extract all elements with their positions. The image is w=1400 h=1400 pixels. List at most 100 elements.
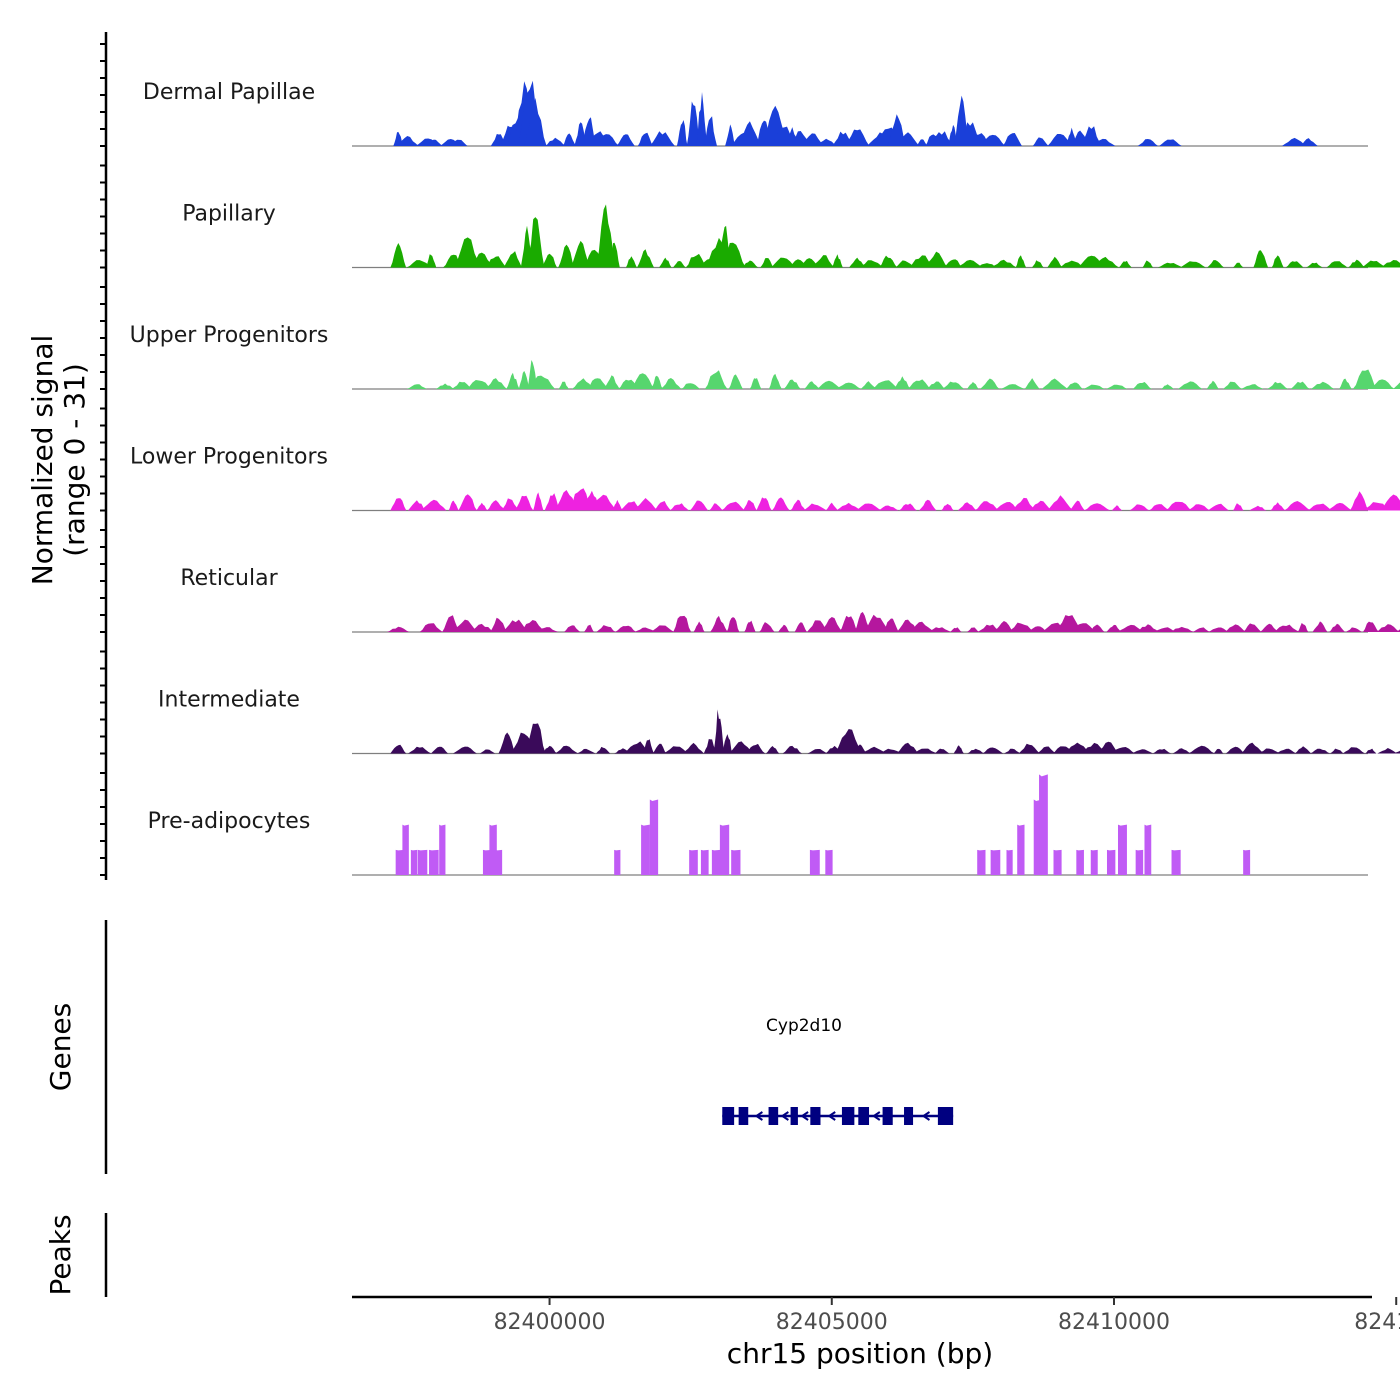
- signal-peak: [634, 627, 657, 632]
- signal-peak: [395, 849, 405, 875]
- signal-peak: [1362, 621, 1379, 632]
- signal-peak: [916, 139, 928, 146]
- coverage-tracks: Dermal Papillae Papillary Upper Progenitor…: [130, 80, 1400, 876]
- track-intermediate: Intermediate: [158, 688, 1400, 755]
- signal-peak: [722, 734, 733, 754]
- strand-arrow: [800, 1111, 809, 1121]
- signal-peak: [919, 499, 937, 511]
- signal-peak: [469, 623, 495, 632]
- signal-peak: [1243, 849, 1251, 875]
- track-reticular: Reticular: [180, 566, 1400, 633]
- signal-peak: [1080, 126, 1103, 146]
- x-tick-label: 82400000: [494, 1310, 606, 1335]
- signal-peak: [728, 374, 743, 389]
- signal-peak: [977, 849, 986, 875]
- gene-exon: [904, 1107, 914, 1125]
- track-label: Lower Progenitors: [130, 445, 328, 470]
- signal-peak: [980, 378, 1000, 389]
- signal-peak: [700, 849, 709, 875]
- signal-peak: [1271, 255, 1284, 268]
- signal-peak: [489, 824, 497, 875]
- signal-peak: [685, 253, 707, 268]
- signal-peak: [390, 243, 407, 268]
- gene-exon: [841, 1107, 855, 1125]
- genes-panel-title: Genes: [44, 1003, 77, 1091]
- signal-peak: [804, 381, 820, 389]
- track-pre-adipocytes: Pre-adipocytes: [148, 774, 1368, 876]
- signal-peak: [990, 849, 1001, 875]
- signal-peak: [1285, 261, 1304, 268]
- signal-peak: [542, 253, 558, 268]
- signal-peak: [485, 256, 507, 268]
- signal-peak: [1053, 849, 1062, 875]
- signal-peak: [704, 370, 728, 389]
- signal-peak: [571, 378, 595, 389]
- signal-peak: [690, 500, 709, 511]
- signal-peak: [458, 494, 478, 511]
- signal-peak: [756, 497, 772, 511]
- signal-peak: [654, 501, 671, 511]
- signal-peak: [649, 799, 659, 875]
- signal-peak: [1031, 260, 1044, 268]
- signal-peak: [1006, 849, 1013, 875]
- signal-peak: [926, 381, 946, 389]
- signal-peak: [743, 500, 757, 511]
- signal-peak: [625, 256, 637, 268]
- track-label: Reticular: [180, 566, 278, 591]
- signal-peak: [731, 849, 741, 875]
- signal-peak: [558, 244, 575, 268]
- signal-peak: [1137, 139, 1159, 146]
- signal-peak: [596, 204, 616, 268]
- signal-peak: [495, 849, 503, 875]
- signal-peak: [709, 503, 724, 511]
- signal-peak: [659, 257, 672, 268]
- signal-peak: [448, 500, 459, 511]
- signal-peak: [1161, 384, 1174, 389]
- signal-peak: [1307, 503, 1333, 511]
- signal-peak: [1267, 381, 1289, 389]
- x-axis-title: chr15 position (bp): [727, 1337, 993, 1370]
- signal-peak: [1106, 624, 1122, 632]
- signal-peak: [1106, 384, 1128, 389]
- signal-peak: [1132, 382, 1152, 389]
- gene-label-cyp2d10: Cyp2d10: [766, 1016, 842, 1036]
- signal-peak: [1249, 505, 1267, 511]
- signal-peak: [633, 498, 658, 511]
- signal-peak: [745, 743, 766, 754]
- signal-peak: [1257, 748, 1282, 754]
- signal-peak: [419, 623, 443, 632]
- track-label: Intermediate: [158, 688, 300, 713]
- signal-peak: [1188, 745, 1215, 754]
- track-dermal-papillae: Dermal Papillae: [143, 80, 1368, 147]
- signal-peak: [853, 744, 867, 754]
- gene-exon: [722, 1107, 735, 1125]
- signal-peak: [924, 251, 949, 268]
- strand-arrow: [872, 1111, 881, 1121]
- signal-peak: [486, 500, 506, 511]
- signal-peak: [1312, 621, 1328, 632]
- signal-peak: [596, 625, 616, 632]
- signal-peak: [650, 625, 675, 632]
- track-papillary: Papillary: [182, 202, 1400, 269]
- signal-peak: [825, 502, 838, 511]
- signal-peak: [641, 824, 650, 875]
- signal-peak: [502, 619, 529, 632]
- signal-peak: [669, 503, 689, 511]
- signal-peak: [778, 624, 790, 632]
- signal-peak: [1083, 384, 1106, 389]
- signal-peak: [519, 620, 546, 632]
- strand-arrow: [827, 1111, 836, 1121]
- signal-peak: [1393, 382, 1400, 389]
- signal-peak: [815, 380, 843, 389]
- strand-arrow: [780, 1111, 789, 1121]
- gene-exon: [882, 1107, 893, 1125]
- signal-peak: [1348, 259, 1366, 268]
- signal-peak: [425, 254, 437, 268]
- signal-peak: [1225, 746, 1245, 754]
- signal-peak: [941, 503, 954, 511]
- signal-peak: [1369, 379, 1395, 389]
- signal-peak: [430, 746, 448, 754]
- signal-peak: [1377, 748, 1399, 754]
- signal-peak: [1029, 500, 1052, 511]
- gene-exon: [937, 1107, 954, 1125]
